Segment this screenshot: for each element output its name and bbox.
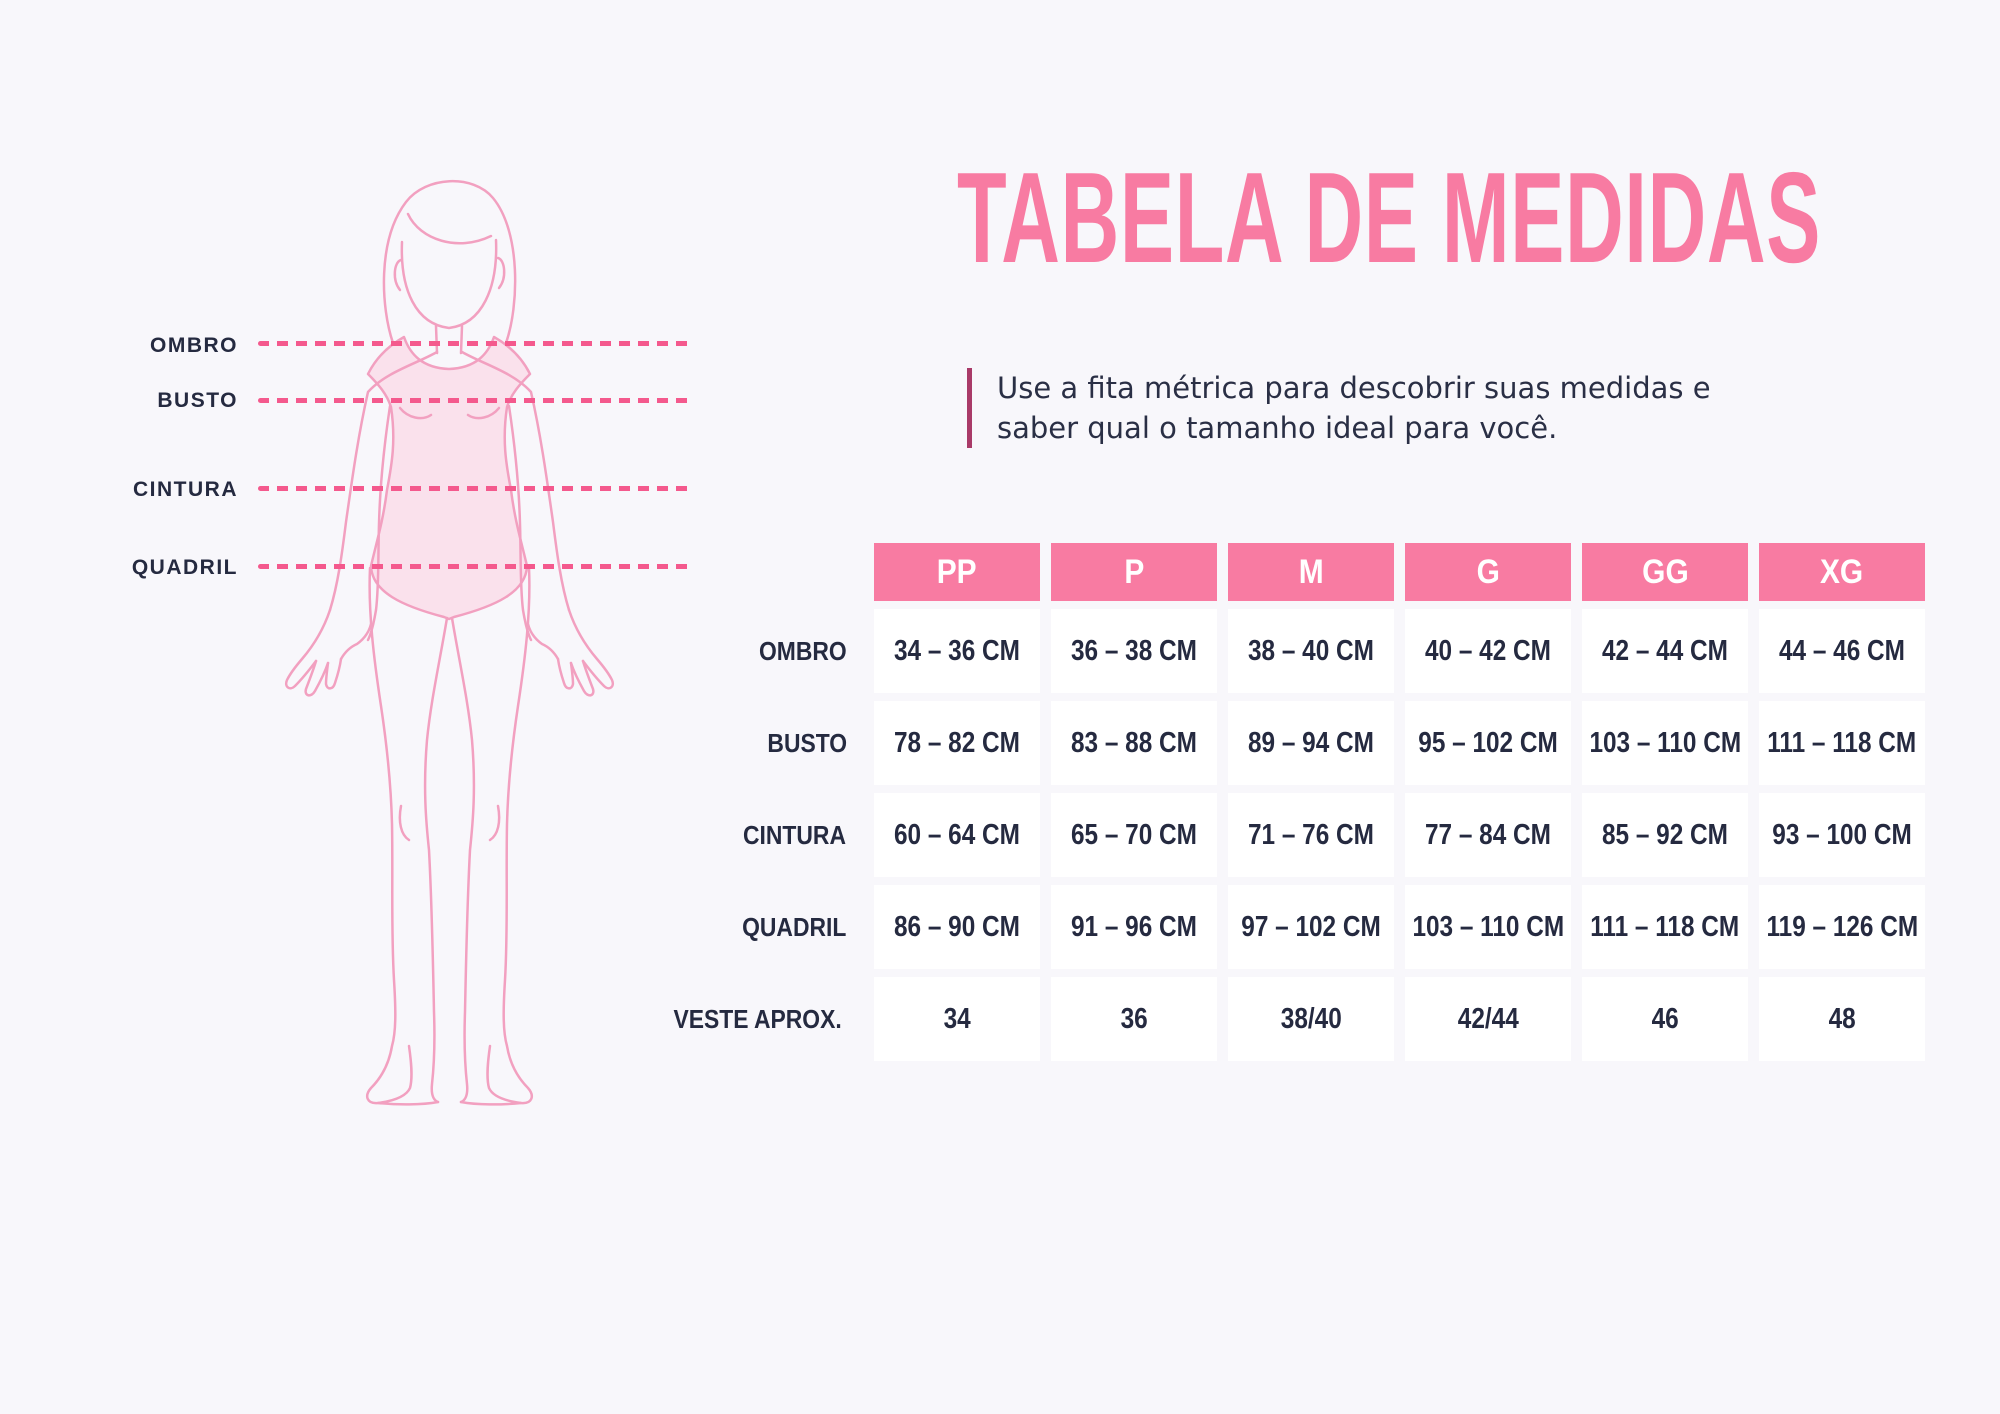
cell-quadril-pp: 86 – 90 CM xyxy=(874,885,1040,969)
cell-quadril-xg: 119 – 126 CM xyxy=(1759,885,1925,969)
cell-busto-gg: 103 – 110 CM xyxy=(1582,701,1748,785)
cell-veste-g: 42/44 xyxy=(1405,977,1571,1061)
neck-line-left xyxy=(434,324,439,355)
cell-veste-gg: 46 xyxy=(1582,977,1748,1061)
cell-busto-g: 95 – 102 CM xyxy=(1405,701,1571,785)
hair-outline xyxy=(382,179,517,345)
column-header-gg: GG xyxy=(1582,543,1748,601)
cell-ombro-xg: 44 – 46 CM xyxy=(1759,609,1925,693)
column-header-m: M xyxy=(1228,543,1394,601)
cell-ombro-pp: 34 – 36 CM xyxy=(874,609,1040,693)
dashed-line-busto xyxy=(258,398,694,403)
ear-right xyxy=(496,256,506,290)
table-corner-spacer xyxy=(643,543,863,601)
cell-veste-pp: 34 xyxy=(874,977,1040,1061)
row-label-cintura: CINTURA xyxy=(743,819,846,850)
cell-ombro-gg: 42 – 44 CM xyxy=(1582,609,1748,693)
cell-cintura-g: 77 – 84 CM xyxy=(1405,793,1571,877)
column-header-p: P xyxy=(1051,543,1217,601)
cell-quadril-m: 97 – 102 CM xyxy=(1228,885,1394,969)
female-body-illustration xyxy=(285,179,615,1106)
figure-label-quadril: QUADRIL xyxy=(131,556,238,579)
figure-label-cintura: CINTURA xyxy=(133,478,238,501)
cell-cintura-m: 71 – 76 CM xyxy=(1228,793,1394,877)
cell-cintura-p: 65 – 70 CM xyxy=(1051,793,1217,877)
row-label-ombro: OMBRO xyxy=(759,635,848,666)
hair-fringe xyxy=(406,212,493,245)
cell-quadril-p: 91 – 96 CM xyxy=(1051,885,1217,969)
column-header-pp: PP xyxy=(874,543,1040,601)
cell-busto-p: 83 – 88 CM xyxy=(1051,701,1217,785)
row-label-busto: BUSTO xyxy=(767,727,848,758)
intro-text-line1: Use a fita métrica para descobrir suas m… xyxy=(997,371,1711,405)
cell-veste-p: 36 xyxy=(1051,977,1217,1061)
figure-label-busto: BUSTO xyxy=(157,389,238,412)
face-outline xyxy=(400,238,498,330)
cell-busto-pp: 78 – 82 CM xyxy=(874,701,1040,785)
figure-label-ombro: OMBRO xyxy=(150,334,238,357)
row-label-quadril: QUADRIL xyxy=(741,911,846,942)
cell-cintura-xg: 93 – 100 CM xyxy=(1759,793,1925,877)
cell-busto-xg: 111 – 118 CM xyxy=(1759,701,1925,785)
cell-cintura-pp: 60 – 64 CM xyxy=(874,793,1040,877)
dashed-line-quadril xyxy=(258,564,694,569)
row-label-veste-aprox: VESTE APROX. xyxy=(673,1003,842,1034)
cell-ombro-g: 40 – 42 CM xyxy=(1405,609,1571,693)
cell-veste-xg: 48 xyxy=(1759,977,1925,1061)
cell-ombro-p: 36 – 38 CM xyxy=(1051,609,1217,693)
ear-left xyxy=(393,258,403,292)
intro-text: Use a fita métrica para descobrir suas m… xyxy=(967,368,1777,448)
bodysuit-shape xyxy=(366,335,532,621)
page-title: TABELA DE MEDIDAS xyxy=(957,146,1822,290)
cell-ombro-m: 38 – 40 CM xyxy=(1228,609,1394,693)
cell-cintura-gg: 85 – 92 CM xyxy=(1582,793,1748,877)
cell-busto-m: 89 – 94 CM xyxy=(1228,701,1394,785)
neck-line-right xyxy=(459,324,464,355)
dashed-line-ombro xyxy=(258,341,694,346)
cell-veste-m: 38/40 xyxy=(1228,977,1394,1061)
cell-quadril-gg: 111 – 118 CM xyxy=(1582,885,1748,969)
cell-quadril-g: 103 – 110 CM xyxy=(1405,885,1571,969)
dashed-line-cintura xyxy=(258,486,694,491)
column-header-xg: XG xyxy=(1759,543,1925,601)
intro-text-line2: saber qual o tamanho ideal para você. xyxy=(997,411,1558,445)
size-table: PP P M G GG XG OMBRO 34 – 36 CM 36 – 38 … xyxy=(643,543,1925,1061)
column-header-g: G xyxy=(1405,543,1571,601)
